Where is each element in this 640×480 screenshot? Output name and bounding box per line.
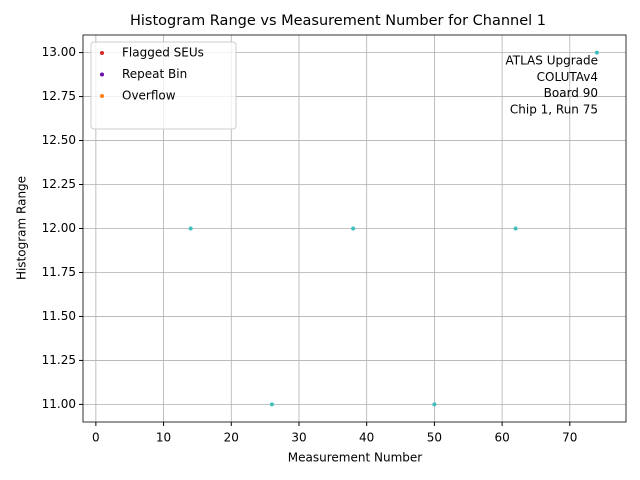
legend-box (90, 41, 237, 130)
y-tick-label: 12.25 (42, 177, 76, 191)
legend-marker (100, 94, 104, 98)
point (432, 402, 437, 407)
annotation: ATLAS Upgrade (505, 54, 598, 68)
x-axis-label: Measurement Number (288, 451, 422, 465)
y-tick-label: 11.50 (42, 309, 76, 323)
y-tick-label: 12.00 (42, 221, 76, 235)
x-tick-label: 10 (156, 431, 171, 445)
y-tick-label: 11.75 (42, 265, 76, 279)
y-axis-label: Histogram Range (15, 176, 29, 280)
point (269, 402, 274, 407)
x-tick-label: 30 (291, 431, 306, 445)
point (351, 226, 356, 231)
legend-marker (100, 51, 104, 55)
x-tick-label: 0 (92, 431, 100, 445)
annotation: COLUTAv4 (537, 70, 598, 84)
annotation: Board 90 (544, 86, 598, 100)
x-tick-label: 50 (427, 431, 442, 445)
legend-label: Repeat Bin (122, 67, 187, 81)
point (188, 226, 193, 231)
y-tick-label: 12.75 (42, 89, 76, 103)
legend-marker (100, 72, 104, 77)
chart-title: Histogram Range vs Measurement Number fo… (130, 13, 546, 29)
y-tick-label: 11.00 (42, 397, 76, 411)
y-tick-label: 11.25 (42, 353, 76, 367)
legend-label: Overflow (122, 89, 176, 103)
point (513, 226, 518, 231)
point (594, 50, 599, 55)
y-tick-label: 13.00 (42, 45, 76, 59)
annotation: Chip 1, Run 75 (510, 102, 598, 116)
legend-label: Flagged SEUs (122, 46, 204, 60)
plot-frame (82, 34, 627, 423)
x-tick-label: 60 (494, 431, 509, 445)
x-tick-label: 20 (224, 431, 239, 445)
x-tick-label: 70 (562, 431, 577, 445)
x-tick-label: 40 (359, 431, 374, 445)
y-tick-label: 12.50 (42, 133, 76, 147)
